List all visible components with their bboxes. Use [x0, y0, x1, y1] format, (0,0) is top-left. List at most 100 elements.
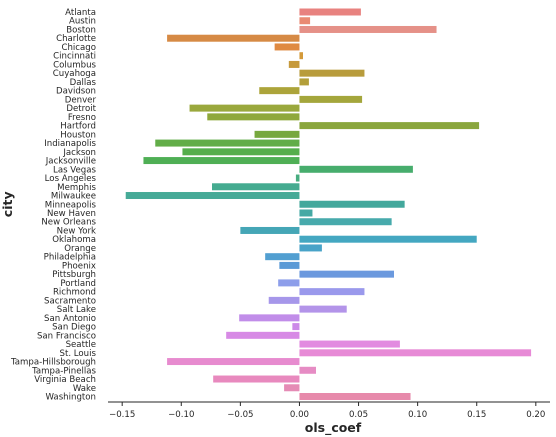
y-tick-label: Charlotte	[56, 34, 96, 44]
bar-jacksonville	[143, 157, 300, 165]
bar-sacramento	[268, 296, 300, 304]
bar-houston	[254, 130, 300, 138]
y-tick-label: Tampa-Hillsborough	[10, 358, 96, 368]
bar-tampa-hillsborough	[167, 358, 300, 366]
bar-tampa-pinellas	[299, 366, 316, 374]
bar-washington	[299, 393, 411, 400]
y-tick-label: Richmond	[53, 288, 96, 298]
y-tick-label: Oklahoma	[52, 235, 96, 245]
x-axis: −0.15 −0.10 −0.05 0.00 0.05 0.10 0.15 0.20	[108, 401, 550, 420]
bar-memphis	[212, 183, 300, 191]
bar-boston	[299, 25, 437, 33]
bar-philadelphia	[265, 253, 300, 261]
y-tick-label: San Francisco	[37, 331, 96, 341]
x-tick-label: −0.05	[227, 410, 253, 420]
y-tick-label: Cuyahoga	[53, 69, 96, 79]
bar-columbus	[288, 60, 300, 68]
x-tick-label: 0.15	[467, 410, 486, 420]
y-tick-label: Austin	[69, 17, 96, 27]
bar-cincinnati	[299, 52, 303, 60]
x-tick-label: 0.10	[408, 410, 427, 420]
bar-fresno	[207, 113, 300, 121]
bar-indianapolis	[155, 139, 300, 147]
y-tick-label: Davidson	[56, 87, 96, 97]
bar-pittsburgh	[299, 270, 394, 278]
bar-charlotte	[167, 34, 300, 42]
bar-new-york	[240, 226, 300, 234]
bar-st-louis	[299, 349, 532, 357]
bar-phoenix	[279, 261, 300, 269]
bar-salt-lake	[299, 305, 347, 313]
x-tick-label: 0.00	[290, 410, 309, 420]
y-tick-label: Las Vegas	[53, 165, 96, 175]
bar-dallas	[299, 78, 309, 86]
y-tick-label: Detroit	[66, 104, 96, 114]
y-tick-label: Pittsburgh	[52, 270, 96, 280]
y-tick-labels: AtlantaAustinBostonCharlotteChicagoCinci…	[10, 8, 97, 403]
bar-chicago	[274, 43, 300, 51]
y-tick-label: Houston	[60, 130, 96, 140]
y-tick-label: Denver	[65, 95, 97, 105]
y-axis-title: city	[0, 191, 15, 217]
y-tick-label: Chicago	[61, 43, 96, 53]
y-tick-label: San Diego	[52, 323, 96, 333]
x-tick-label: −0.15	[109, 410, 135, 420]
bar-atlanta	[299, 8, 361, 16]
bar-new-haven	[299, 209, 313, 217]
bar-orange	[299, 244, 322, 252]
bar-oklahoma	[299, 235, 477, 243]
y-tick-label: Jacksonville	[45, 157, 96, 167]
y-tick-label: Atlanta	[65, 8, 96, 18]
x-tick-label: −0.10	[168, 410, 194, 420]
bar-portland	[278, 279, 300, 287]
y-tick-label: New York	[57, 226, 96, 236]
y-tick-label: Orange	[64, 244, 96, 254]
x-axis-title: ols_coef	[305, 420, 362, 436]
y-tick-label: Milwaukee	[51, 192, 96, 202]
bar-minneapolis	[299, 200, 405, 208]
x-tick-label: 0.20	[526, 410, 545, 420]
y-tick-label: Phoenix	[62, 261, 96, 271]
bar-detroit	[189, 104, 300, 112]
y-tick-label: Indianapolis	[44, 139, 96, 149]
x-tick-label: 0.05	[349, 410, 368, 420]
y-tick-label: Wake	[73, 384, 96, 394]
bar-denver	[299, 95, 363, 103]
bar-los-angeles	[295, 174, 300, 182]
bar-san-francisco	[226, 331, 300, 339]
bar-cuyahoga	[299, 69, 365, 77]
y-tick-label: St. Louis	[60, 349, 97, 359]
y-tick-label: Philadelphia	[44, 253, 96, 263]
y-tick-label: Memphis	[57, 183, 96, 193]
bars-layer	[125, 8, 532, 400]
y-tick-label: Tampa-Pinellas	[31, 366, 96, 376]
y-tick-label: New Haven	[47, 209, 96, 219]
bar-san-diego	[292, 323, 300, 331]
bar-san-antonio	[239, 314, 300, 322]
y-tick-label: Washington	[45, 393, 96, 403]
y-tick-label: Dallas	[70, 78, 97, 88]
y-tick-label: Sacramento	[44, 296, 96, 306]
y-tick-label: New Orleans	[41, 218, 96, 228]
y-tick-label: Portland	[60, 279, 96, 289]
y-tick-label: San Antonio	[44, 314, 96, 324]
bar-virginia-beach	[213, 375, 300, 383]
y-tick-label: Jackson	[62, 148, 96, 158]
bar-richmond	[299, 288, 365, 296]
y-tick-label: Fresno	[68, 113, 96, 123]
y-tick-label: Los Angeles	[45, 174, 97, 184]
bar-new-orleans	[299, 218, 392, 226]
bar-las-vegas	[299, 165, 413, 173]
y-tick-label: Boston	[66, 25, 96, 35]
y-tick-label: Hartford	[60, 122, 96, 132]
y-tick-label: Columbus	[53, 60, 96, 70]
bar-seattle	[299, 340, 400, 348]
y-tick-label: Virginia Beach	[34, 375, 96, 385]
bar-jackson	[182, 148, 300, 156]
y-tick-label: Salt Lake	[57, 305, 96, 315]
bar-davidson	[259, 87, 300, 95]
bar-austin	[299, 17, 311, 25]
y-tick-label: Seattle	[66, 340, 96, 350]
bar-wake	[284, 384, 300, 392]
